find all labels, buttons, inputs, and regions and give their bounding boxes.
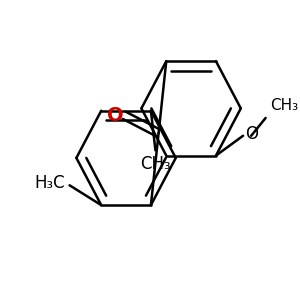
- Text: CH₃: CH₃: [140, 155, 171, 173]
- Text: H₃C: H₃C: [34, 174, 65, 192]
- Text: O: O: [107, 106, 124, 125]
- Text: CH₃: CH₃: [270, 98, 298, 113]
- Text: O: O: [245, 125, 258, 143]
